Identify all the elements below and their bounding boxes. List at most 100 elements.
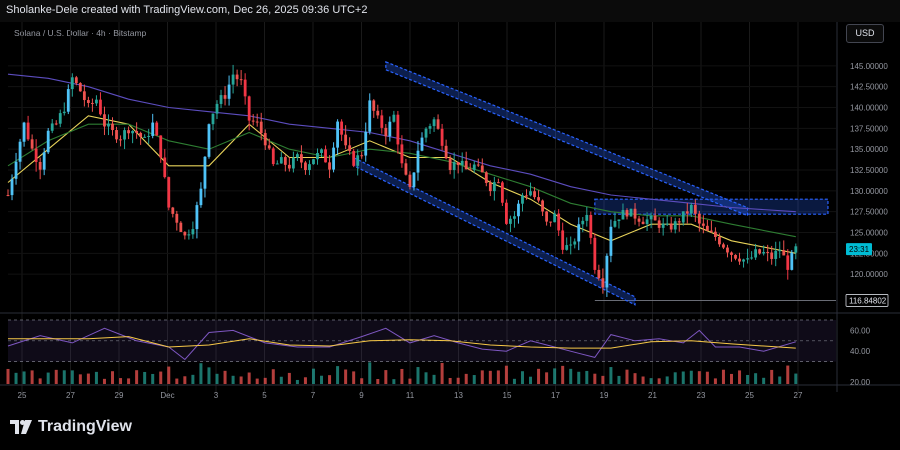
candle-body (247, 96, 251, 121)
volume-bar (352, 371, 356, 384)
x-tick-label: 23 (697, 391, 706, 400)
candle-body (255, 121, 259, 123)
channel-upper (385, 60, 749, 217)
volume-bar (183, 376, 187, 384)
candle-body (404, 163, 408, 175)
candle-body (291, 157, 295, 169)
candle-body (726, 247, 729, 253)
volume-bar (561, 365, 565, 384)
volume-bar (111, 371, 115, 384)
candle-body (78, 83, 82, 92)
volume-bar (786, 365, 790, 384)
x-tick-label: 27 (66, 391, 75, 400)
x-tick-label: 29 (115, 391, 124, 400)
candle-body (661, 223, 665, 228)
volume-bar (263, 377, 267, 384)
candle-body (714, 231, 717, 237)
volume-bar (738, 370, 742, 384)
candle-body (693, 204, 697, 214)
candle-body (243, 79, 247, 97)
candle-body (669, 223, 673, 230)
volume-bar (223, 370, 227, 384)
volume-bar (585, 370, 589, 384)
candle-body (119, 139, 122, 141)
volume-bar (697, 371, 701, 384)
candle-body (58, 113, 62, 124)
volume-bar (78, 374, 82, 384)
candle-body (70, 77, 74, 90)
candle-body (82, 91, 86, 101)
candle-body (163, 157, 167, 178)
volume-bar (279, 376, 283, 384)
candle-body (151, 122, 155, 136)
candle-body (191, 229, 195, 235)
chart-canvas[interactable]: 25 27 29 Dec 3 5 7 9 11 13 15 17 19 21 23 25 27 145.00000… (0, 0, 900, 410)
volume-bar (127, 378, 131, 384)
candle-body (456, 162, 460, 165)
volume-bar (344, 369, 348, 384)
candles (6, 64, 798, 297)
volume-bar (255, 378, 259, 384)
volume-bar (770, 369, 774, 384)
x-tick-label: 25 (18, 391, 27, 400)
candle-body (496, 182, 500, 184)
volume-bar (271, 369, 275, 384)
candle-body (384, 127, 388, 137)
candle-body (697, 213, 701, 224)
channel-lower (353, 156, 636, 306)
y-tick-label: 140.00000 (850, 104, 888, 113)
tradingview-logo[interactable]: TradingView (10, 418, 132, 436)
volume-bar (311, 368, 315, 384)
volume-bar (488, 370, 492, 384)
rsi-tick-label: 40.00 (850, 347, 871, 356)
candle-body (545, 211, 549, 222)
candle-body (577, 224, 581, 242)
candle-body (444, 145, 448, 159)
candle-body (223, 95, 227, 99)
volume-bar (143, 371, 147, 384)
candle-body (18, 141, 22, 162)
candle-body (565, 245, 569, 250)
candle-body (215, 103, 219, 114)
volume-bar (681, 371, 685, 384)
candle-body (131, 131, 135, 134)
volume-bar (633, 373, 637, 384)
candle-body (328, 162, 331, 170)
candle-body (722, 244, 725, 248)
candle-body (742, 259, 745, 262)
volume-bar (239, 376, 243, 384)
axes: 25 27 29 Dec 3 5 7 9 11 13 15 17 19 21 23 25 27 145.00000… (18, 62, 889, 400)
candle-body (22, 122, 26, 142)
volume-bar (472, 375, 476, 384)
candle-body (633, 208, 637, 219)
x-tick-label: 9 (359, 391, 364, 400)
volume-bars (6, 362, 798, 384)
candle-body (657, 220, 661, 228)
volume-bar (22, 371, 26, 384)
candle-body (758, 249, 762, 254)
volume-bar (287, 372, 291, 384)
candle-body (356, 155, 360, 166)
candle-body (460, 160, 464, 165)
brand-name: TradingView (38, 418, 132, 435)
candle-body (513, 216, 516, 219)
volume-bar (657, 378, 661, 384)
volume-bar (247, 372, 251, 384)
volume-bar (512, 378, 516, 384)
candle-body (211, 113, 215, 125)
candle-body (308, 164, 311, 170)
candle-body (476, 164, 480, 166)
volume-bar (295, 379, 299, 384)
volume-bar (70, 370, 74, 384)
volume-bar (38, 378, 42, 384)
candle-body (488, 182, 492, 192)
candle-body (794, 246, 798, 253)
candle-body (617, 219, 621, 222)
candle-body (396, 114, 400, 145)
candle-body (91, 102, 94, 104)
candle-body (553, 213, 557, 223)
volume-bar (762, 377, 766, 384)
currency-button[interactable]: USD (846, 24, 884, 43)
volume-bar (754, 373, 758, 384)
candle-body (332, 147, 335, 170)
